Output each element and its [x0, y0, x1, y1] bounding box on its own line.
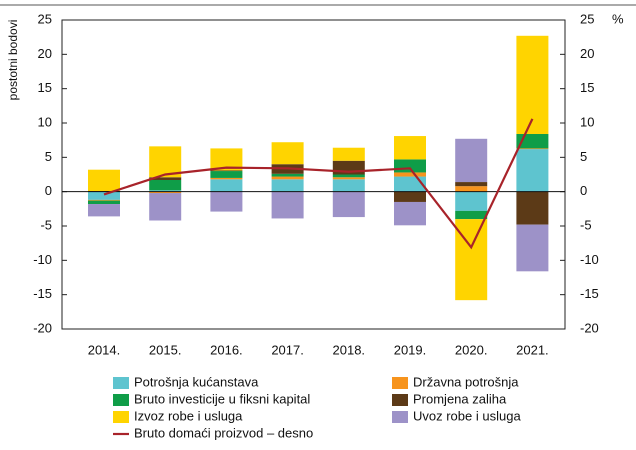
- y2-tick-label: 25: [580, 11, 594, 26]
- bar-segment: [210, 177, 243, 180]
- bar-segment: [88, 199, 120, 201]
- bar-segment: [88, 169, 120, 191]
- bar-segment: [332, 177, 365, 180]
- bar-segment: [271, 173, 304, 177]
- bar-segment: [210, 170, 243, 172]
- legend-swatch: [113, 377, 129, 389]
- bar-segment: [455, 186, 488, 192]
- bar-segment: [516, 148, 549, 150]
- y-tick-label: 25: [38, 11, 52, 26]
- bar-segment: [88, 200, 120, 205]
- bar-segment: [455, 210, 488, 220]
- y-tick-label: 0: [45, 183, 52, 198]
- bar-segment: [149, 190, 182, 192]
- bar-segment: [394, 201, 426, 226]
- bar-segment: [210, 171, 243, 178]
- legend-swatch: [392, 411, 408, 423]
- y2-tick-label: -5: [580, 217, 592, 232]
- y-tick-label: -5: [40, 217, 52, 232]
- bar-segment: [332, 147, 365, 161]
- y-tick-label: 20: [38, 46, 52, 61]
- y2-tick-label: -15: [580, 286, 599, 301]
- bar-segment: [271, 176, 304, 180]
- x-tick-label: 2019.: [394, 342, 427, 357]
- bar-segment: [394, 159, 426, 173]
- bar-segment: [271, 142, 304, 165]
- x-tick-label: 2015.: [149, 342, 182, 357]
- bar-segment: [271, 191, 304, 219]
- bar-segment: [516, 191, 549, 225]
- bar-segment: [149, 177, 182, 180]
- y-tick-label: 5: [45, 149, 52, 164]
- bar-segment: [455, 138, 488, 183]
- bar-segment: [88, 191, 120, 200]
- bar-segment: [149, 179, 182, 191]
- legend-label: Uvoz robe i usluga: [413, 408, 521, 423]
- bar-segment: [210, 148, 243, 171]
- bar-segment: [516, 224, 549, 272]
- bar-segment: [88, 204, 120, 217]
- bar-segment: [394, 136, 426, 160]
- bar-segment: [455, 182, 488, 187]
- bar-segment: [149, 193, 182, 221]
- bar-segment: [516, 149, 549, 192]
- bar-segment: [394, 191, 426, 202]
- legend-label: Potrošnja kućanstava: [134, 374, 259, 389]
- y-tick-label: 15: [38, 80, 52, 95]
- y2-tick-label: 20: [580, 46, 594, 61]
- y-tick-label: -10: [33, 252, 52, 267]
- bar-segment: [210, 191, 243, 212]
- y-axis-label: postotni bodovi: [6, 20, 20, 101]
- bar-segment: [271, 179, 304, 192]
- bar-segment: [455, 191, 488, 211]
- y2-tick-label: 10: [580, 114, 594, 129]
- legend-swatch: [392, 394, 408, 406]
- plot-frame: [61, 19, 566, 330]
- y2-axis-label: %: [612, 11, 624, 26]
- y2-tick-label: -10: [580, 252, 599, 267]
- y-tick-label: 10: [38, 114, 52, 129]
- legend-label: Promjena zaliha: [413, 391, 507, 406]
- bar-segment: [210, 179, 243, 192]
- legend-label: Izvoz robe i usluga: [134, 408, 243, 423]
- x-tick-label: 2020.: [455, 342, 488, 357]
- x-tick-label: 2016.: [210, 342, 243, 357]
- x-tick-label: 2014.: [88, 342, 121, 357]
- y2-tick-label: 0: [580, 183, 587, 198]
- bar-segment: [332, 174, 365, 178]
- line-series: [103, 118, 534, 250]
- y-tick-label: -15: [33, 286, 52, 301]
- legend-swatch: [113, 411, 129, 423]
- legend-label: Državna potrošnja: [413, 374, 519, 389]
- bar-segment: [516, 35, 549, 134]
- x-tick-label: 2018.: [333, 342, 366, 357]
- legend-label: Bruto investicije u fiksni kapital: [134, 391, 310, 406]
- legend-swatch: [392, 377, 408, 389]
- y2-tick-label: -20: [580, 320, 599, 335]
- bar-segment: [332, 179, 365, 192]
- bar-segment: [149, 146, 182, 178]
- bar-segment: [394, 172, 426, 177]
- y2-tick-label: 5: [580, 149, 587, 164]
- x-tick-label: 2017.: [271, 342, 304, 357]
- legend-label: Bruto domaći proizvod – desno: [134, 425, 313, 440]
- y-tick-label: -20: [33, 320, 52, 335]
- x-tick-label: 2021.: [516, 342, 549, 357]
- legend-swatch: [113, 394, 129, 406]
- y2-tick-label: 15: [580, 80, 594, 95]
- bar-segment: [332, 191, 365, 218]
- bar-segment: [149, 191, 182, 194]
